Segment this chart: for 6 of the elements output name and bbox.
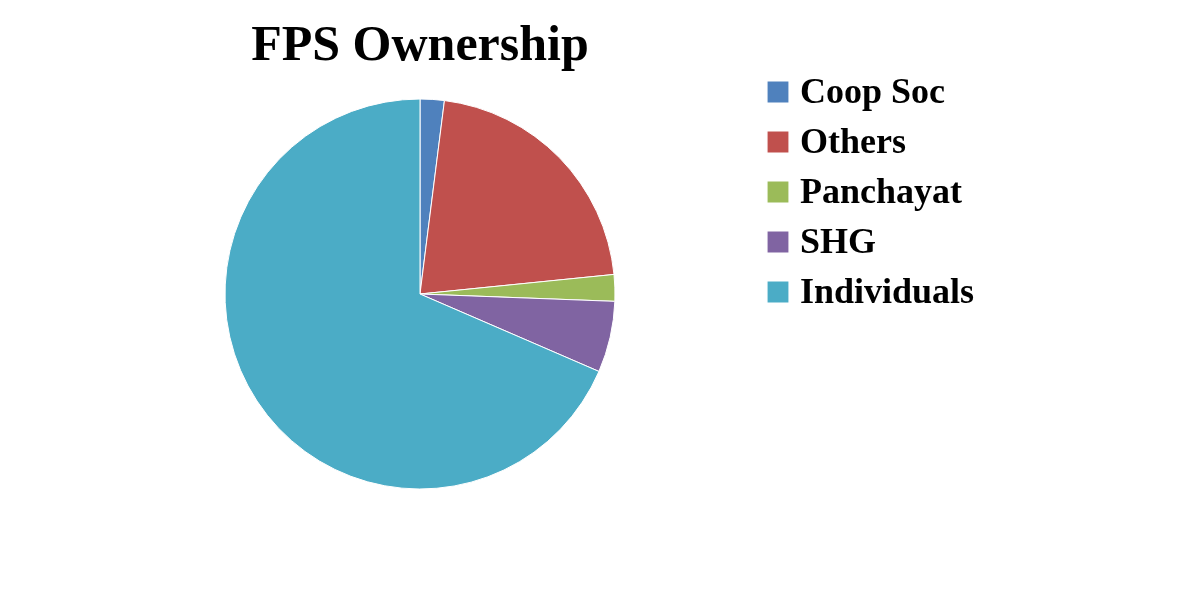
legend-label: Individuals <box>800 271 975 311</box>
legend-label: Panchayat <box>800 171 963 211</box>
legend-label: Others <box>800 121 906 161</box>
legend-label: SHG <box>800 221 877 261</box>
legend-label: Coop Soc <box>800 71 946 111</box>
chart-title: FPS Ownership <box>251 15 589 71</box>
